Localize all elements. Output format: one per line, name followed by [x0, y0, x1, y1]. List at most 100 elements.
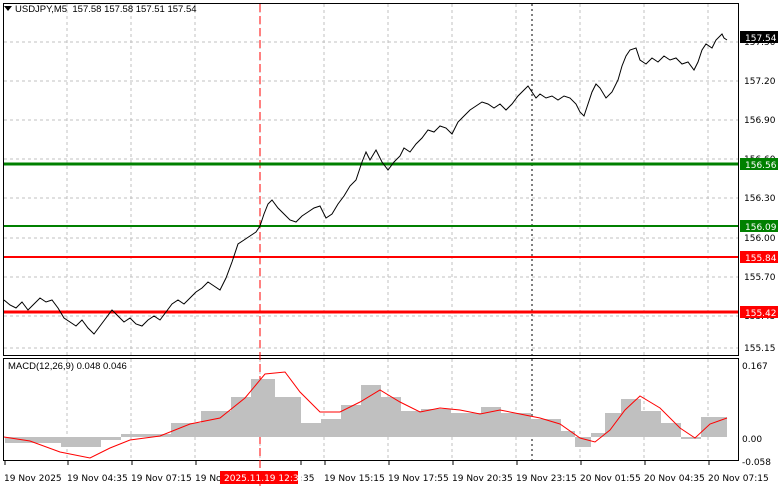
macd-bar	[275, 397, 277, 437]
macd-bar	[421, 409, 423, 437]
macd-bar	[553, 419, 555, 437]
time-tick-label: 19 Nov 17:55	[388, 474, 449, 484]
macd-bar	[241, 397, 243, 437]
macd-bar	[205, 411, 207, 437]
macd-bar	[237, 397, 239, 437]
dropdown-triangle-icon[interactable]	[4, 6, 12, 11]
macd-signal-line	[3, 371, 728, 459]
macd-bar	[545, 419, 547, 437]
macd-bar	[371, 385, 373, 437]
macd-pane-frame	[3, 358, 739, 461]
macd-bar	[327, 419, 329, 437]
time-tick-label: 19 Nov 07:15	[131, 474, 192, 484]
macd-histogram	[5, 379, 727, 447]
time-tick-label: 19 Nov 15:15	[324, 474, 385, 484]
macd-bar	[451, 413, 453, 437]
macd-bar	[73, 437, 75, 447]
macd-bar	[203, 411, 205, 437]
macd-bar	[197, 423, 199, 437]
macd-bar	[167, 434, 169, 437]
macd-bar	[15, 437, 17, 443]
macd-bar	[395, 397, 397, 437]
macd-bar	[319, 423, 321, 437]
macd-bar	[129, 434, 131, 437]
macd-bar	[605, 413, 607, 437]
macd-bar	[445, 409, 447, 437]
macd-bar	[513, 413, 515, 437]
macd-bar	[725, 417, 727, 437]
macd-bar	[85, 437, 87, 447]
macd-bar	[461, 413, 463, 437]
macd-bar	[599, 433, 601, 437]
macd-bar	[183, 423, 185, 437]
macd-bar	[425, 409, 427, 437]
macd-bar	[285, 397, 287, 437]
macd-bar	[115, 437, 117, 440]
macd-bar	[411, 411, 413, 437]
macd-bar	[89, 437, 91, 447]
macd-bar	[633, 399, 635, 437]
macd-bar	[123, 434, 125, 437]
macd-bar	[59, 437, 61, 443]
macd-bar	[149, 434, 151, 437]
price-pane-frame	[3, 3, 739, 356]
macd-bar	[47, 437, 49, 443]
macd-bar	[177, 423, 179, 437]
macd-bar	[501, 413, 503, 437]
macd-bar	[647, 411, 649, 437]
macd-bar	[629, 399, 631, 437]
macd-bar	[353, 405, 355, 437]
macd-bar	[17, 437, 19, 443]
macd-bar	[521, 413, 523, 437]
macd-bar	[659, 411, 661, 437]
macd-bar	[463, 413, 465, 437]
macd-bar	[245, 397, 247, 437]
macd-bar	[721, 417, 723, 437]
macd-bar	[41, 437, 43, 443]
macd-bar	[649, 411, 651, 437]
macd-bar	[711, 417, 713, 437]
symbol-header: USDJPY,M5 157.58 157.58 157.51 157.54	[4, 4, 197, 15]
macd-bar	[689, 437, 691, 439]
macd-bar	[491, 407, 493, 437]
macd-bar	[185, 423, 187, 437]
macd-bar	[575, 437, 577, 447]
macd-bar	[269, 379, 271, 437]
macd-bar	[95, 437, 97, 447]
macd-bar	[125, 434, 127, 437]
macd-bar	[19, 437, 21, 443]
macd-bar	[11, 437, 13, 443]
macd-bar	[561, 431, 563, 437]
macd-bar	[79, 437, 81, 447]
macd-bar	[497, 407, 499, 437]
macd-bar	[455, 413, 457, 437]
macd-bar	[63, 437, 65, 447]
macd-bar	[429, 409, 431, 437]
macd-bar	[699, 437, 701, 439]
time-tick-label: 19 Nov 2025	[4, 474, 62, 484]
macd-bar	[377, 385, 379, 437]
macd-bar	[289, 397, 291, 437]
macd-bar	[251, 379, 253, 437]
macd-bar	[135, 434, 137, 437]
macd-bar	[239, 397, 241, 437]
macd-bar	[195, 423, 197, 437]
macd-bar	[583, 437, 585, 447]
macd-bar	[655, 411, 657, 437]
macd-bar	[43, 437, 45, 443]
macd-bar	[579, 437, 581, 447]
macd-bar	[279, 397, 281, 437]
macd-bar	[631, 399, 633, 437]
macd-bar	[343, 405, 345, 437]
macd-bar	[225, 411, 227, 437]
macd-bar	[157, 434, 159, 437]
macd-bar	[697, 437, 699, 439]
macd-bar	[99, 437, 101, 447]
macd-bar	[37, 437, 39, 443]
macd-bar	[113, 437, 115, 440]
macd-bar	[81, 437, 83, 447]
macd-bar	[471, 413, 473, 437]
macd-bar	[681, 437, 683, 439]
